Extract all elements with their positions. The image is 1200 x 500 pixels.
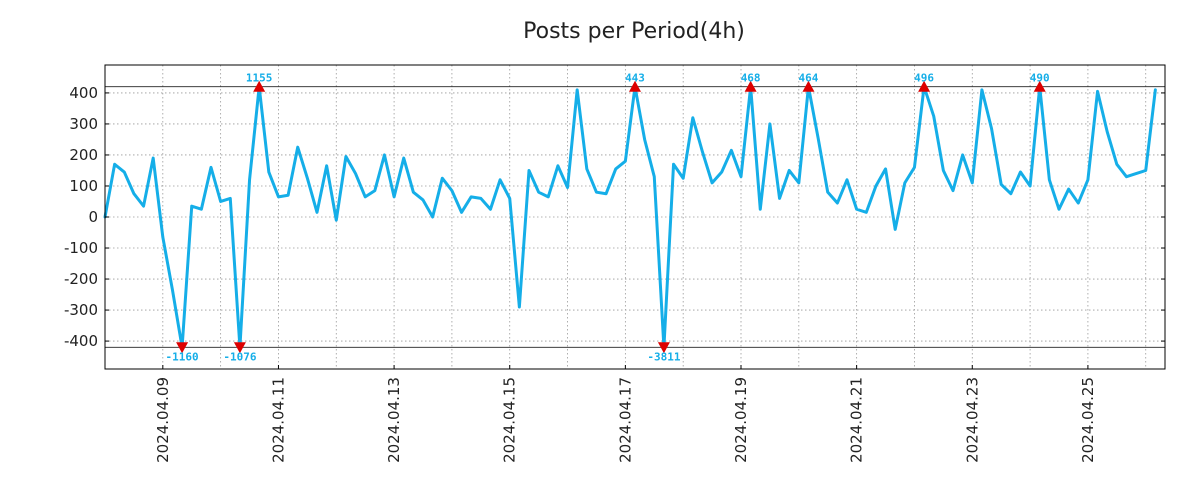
x-tick-label: 2024.04.17 xyxy=(616,377,634,463)
y-tick-label: -300 xyxy=(64,301,98,319)
x-tick-label: 2024.04.09 xyxy=(154,377,172,463)
trough-label: -1076 xyxy=(223,350,256,363)
peak-label: 443 xyxy=(625,72,645,85)
y-tick-label: 300 xyxy=(69,115,98,133)
x-tick-label: 2024.04.19 xyxy=(732,377,750,463)
y-tick-label: -100 xyxy=(64,239,98,257)
peak-marker xyxy=(253,80,266,92)
y-tick-label: 100 xyxy=(69,177,98,195)
x-tick-label: 2024.04.21 xyxy=(848,377,866,463)
trough-marker xyxy=(233,342,246,354)
y-tick-label: -400 xyxy=(64,332,98,350)
y-tick-label: 0 xyxy=(88,208,98,226)
posts-series xyxy=(103,85,1157,349)
peak-label: 490 xyxy=(1030,72,1050,85)
y-axis: 400 300 200 100 0 -100 -200 -300 -400 xyxy=(64,84,1165,350)
x-tick-label: 2024.04.11 xyxy=(269,377,287,463)
grid xyxy=(104,65,1165,369)
peak-label: 1155 xyxy=(246,72,273,85)
x-tick-label: 2024.04.13 xyxy=(385,377,403,463)
trough-marker xyxy=(176,342,189,354)
y-tick-label: 200 xyxy=(69,146,98,164)
trough-label: -3811 xyxy=(647,350,680,363)
y-tick-label: 400 xyxy=(69,84,98,102)
x-tick-label: 2024.04.23 xyxy=(963,377,981,463)
trough-label: -1160 xyxy=(166,350,199,363)
peak-marker xyxy=(1033,80,1046,92)
x-tick-label: 2024.04.25 xyxy=(1079,377,1097,463)
y-tick-label: -200 xyxy=(64,270,98,288)
series-line xyxy=(103,85,1157,349)
peak-marker xyxy=(918,80,931,92)
peak-marker xyxy=(744,80,757,92)
peak-label: 468 xyxy=(741,72,761,85)
peak-marker xyxy=(629,80,641,92)
x-axis: 2024.04.09 2024.04.11 2024.04.13 2024.04.15… xyxy=(154,365,1097,463)
peak-marker xyxy=(802,80,815,92)
chart-title: Posts per Period(4h) xyxy=(523,19,745,44)
x-tick-label: 2024.04.15 xyxy=(501,377,519,463)
peak-markers: 1155 443 468 464 496 490 -1160 -1076 -3811 xyxy=(166,72,1050,364)
peak-label: 496 xyxy=(914,72,934,85)
peak-label: 464 xyxy=(799,72,819,85)
trough-marker xyxy=(657,342,670,354)
